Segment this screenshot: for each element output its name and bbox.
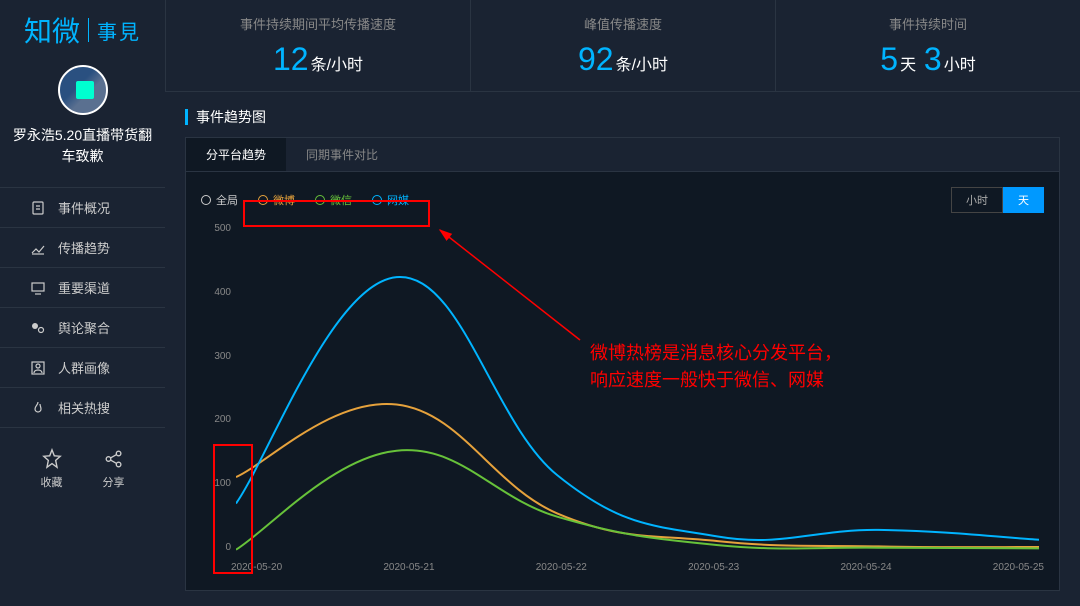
time-toggle: 小时天 xyxy=(951,187,1044,213)
blue-bar-icon xyxy=(185,109,188,125)
logo[interactable]: 知微 事見 xyxy=(24,10,141,50)
stat-value: 12条/小时 xyxy=(273,41,363,78)
x-axis: 2020-05-20 2020-05-21 2020-05-22 2020-05-23… xyxy=(231,562,1044,573)
stats-row: 事件持续期间平均传播速度 12条/小时 峰值传播速度 92条/小时 事件持续时间 5天 3… xyxy=(165,0,1080,92)
doc-icon xyxy=(30,200,46,216)
legend-label: 全局 xyxy=(216,192,238,208)
legend-mark-icon xyxy=(372,195,382,205)
event-title: 罗永浩5.20直播带货翻车致歉 xyxy=(0,125,165,167)
x-tick: 2020-05-21 xyxy=(383,562,434,573)
avatar[interactable] xyxy=(58,65,108,115)
nav-item[interactable]: 人群画像 xyxy=(0,348,165,388)
nav-label: 舆论聚合 xyxy=(58,318,110,337)
nav-label: 相关热搜 xyxy=(58,398,110,417)
annotation-text: 微博热榜是消息核心分发平台， 响应速度一般快于微信、网媒 xyxy=(590,340,842,394)
section-title: 事件趋势图 xyxy=(196,107,266,127)
trend-icon xyxy=(30,240,46,256)
logo-main: 知微 xyxy=(24,10,80,50)
sidebar: 知微 事見 罗永浩5.20直播带货翻车致歉 事件概况传播趋势重要渠道舆论聚合人群… xyxy=(0,0,165,606)
legend-mark-icon xyxy=(315,195,325,205)
stat: 事件持续时间 5天 3小时 xyxy=(775,0,1080,91)
actions: 收藏 分享 xyxy=(41,448,125,490)
nav-item[interactable]: 相关热搜 xyxy=(0,388,165,428)
x-tick: 2020-05-20 xyxy=(231,562,282,573)
share-icon xyxy=(103,448,125,470)
stat: 事件持续期间平均传播速度 12条/小时 xyxy=(165,0,470,91)
nav: 事件概况传播趋势重要渠道舆论聚合人群画像相关热搜 xyxy=(0,187,165,428)
y-tick: 200 xyxy=(201,414,231,425)
legend-label: 微博 xyxy=(273,192,295,208)
series-line xyxy=(236,450,1039,550)
nav-item[interactable]: 事件概况 xyxy=(0,187,165,228)
opinion-icon xyxy=(30,320,46,336)
nav-item[interactable]: 传播趋势 xyxy=(0,228,165,268)
nav-label: 事件概况 xyxy=(58,198,110,217)
legend-item[interactable]: 微信 xyxy=(315,192,352,208)
x-tick: 2020-05-23 xyxy=(688,562,739,573)
channel-icon xyxy=(30,280,46,296)
nav-label: 人群画像 xyxy=(58,358,110,377)
main: 事件持续期间平均传播速度 12条/小时 峰值传播速度 92条/小时 事件持续时间 5天 3… xyxy=(165,0,1080,606)
legend-item[interactable]: 全局 xyxy=(201,192,238,208)
section-header: 事件趋势图 xyxy=(185,107,1060,127)
action-label: 收藏 xyxy=(41,474,63,490)
time-button[interactable]: 小时 xyxy=(951,187,1003,213)
y-tick: 400 xyxy=(201,287,231,298)
legend-mark-icon xyxy=(201,195,211,205)
action-label: 分享 xyxy=(103,474,125,490)
y-tick: 300 xyxy=(201,351,231,362)
legend-label: 微信 xyxy=(330,192,352,208)
chart-tabs: 分平台趋势同期事件对比 xyxy=(185,137,1060,171)
stat-value: 92条/小时 xyxy=(578,41,668,78)
tab[interactable]: 同期事件对比 xyxy=(286,138,398,171)
x-tick: 2020-05-25 xyxy=(993,562,1044,573)
nav-item[interactable]: 重要渠道 xyxy=(0,268,165,308)
y-tick: 500 xyxy=(201,223,231,234)
logo-divider xyxy=(88,18,89,42)
tab[interactable]: 分平台趋势 xyxy=(186,138,286,171)
legend-item[interactable]: 网媒 xyxy=(372,192,409,208)
star-icon xyxy=(41,448,63,470)
legend-label: 网媒 xyxy=(387,192,409,208)
series-line xyxy=(236,404,1039,547)
y-tick: 0 xyxy=(201,542,231,553)
legend-mark-icon xyxy=(258,195,268,205)
x-tick: 2020-05-24 xyxy=(840,562,891,573)
nav-label: 传播趋势 xyxy=(58,238,110,257)
nav-item[interactable]: 舆论聚合 xyxy=(0,308,165,348)
time-button[interactable]: 天 xyxy=(1003,187,1044,213)
legend-row: 全局 微博 微信 网媒 小时天 xyxy=(201,187,1044,213)
stat: 峰值传播速度 92条/小时 xyxy=(470,0,775,91)
chart-area: 5004003002001000 2020-05-202020-05-21202… xyxy=(201,223,1044,573)
y-tick: 100 xyxy=(201,478,231,489)
stat-label: 峰值传播速度 xyxy=(584,14,662,33)
action-分享[interactable]: 分享 xyxy=(103,448,125,490)
y-axis: 500 400 300 200 100 0 xyxy=(201,223,231,553)
stat-label: 事件持续时间 xyxy=(889,14,967,33)
portrait-icon xyxy=(30,360,46,376)
stat-label: 事件持续期间平均传播速度 xyxy=(240,14,396,33)
hot-icon xyxy=(30,400,46,416)
nav-label: 重要渠道 xyxy=(58,278,110,297)
action-收藏[interactable]: 收藏 xyxy=(41,448,63,490)
x-tick: 2020-05-22 xyxy=(536,562,587,573)
logo-sub: 事見 xyxy=(97,16,141,45)
legend-item[interactable]: 微博 xyxy=(258,192,295,208)
stat-value: 5天 3小时 xyxy=(880,41,975,78)
legends: 全局 微博 微信 网媒 xyxy=(201,192,409,208)
